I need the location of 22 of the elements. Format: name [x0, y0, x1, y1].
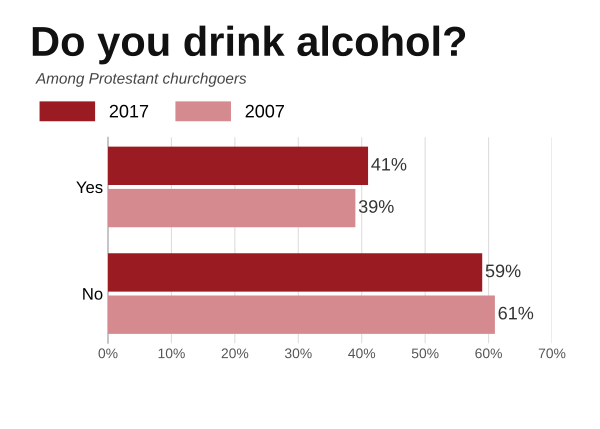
x-tick-label: 60%: [475, 348, 502, 358]
chart-title: Do you drink alcohol?: [32, 26, 466, 64]
y-tick-label: No: [83, 288, 102, 300]
legend-label: 2017: [110, 104, 148, 118]
bar: [108, 295, 495, 334]
legend-label: 2007: [246, 104, 284, 118]
y-tick-label: Yes: [76, 182, 103, 194]
data-label: 41%: [371, 158, 406, 171]
chart-subtitle: Among Protestant churchgoers: [35, 72, 246, 87]
bar: [108, 253, 482, 292]
x-tick-label: 0%: [98, 348, 118, 358]
data-label: 61%: [498, 306, 534, 320]
x-tick-label: 40%: [348, 348, 376, 358]
data-label: 39%: [358, 200, 394, 213]
bar: [108, 188, 356, 228]
bar: [108, 146, 368, 186]
data-label: 59%: [486, 264, 520, 278]
x-tick-label: 10%: [158, 348, 185, 358]
x-tick-label: 30%: [284, 348, 312, 358]
x-tick-label: 20%: [222, 348, 248, 358]
x-tick-label: 50%: [412, 348, 439, 358]
x-tick-label: 70%: [538, 348, 566, 358]
